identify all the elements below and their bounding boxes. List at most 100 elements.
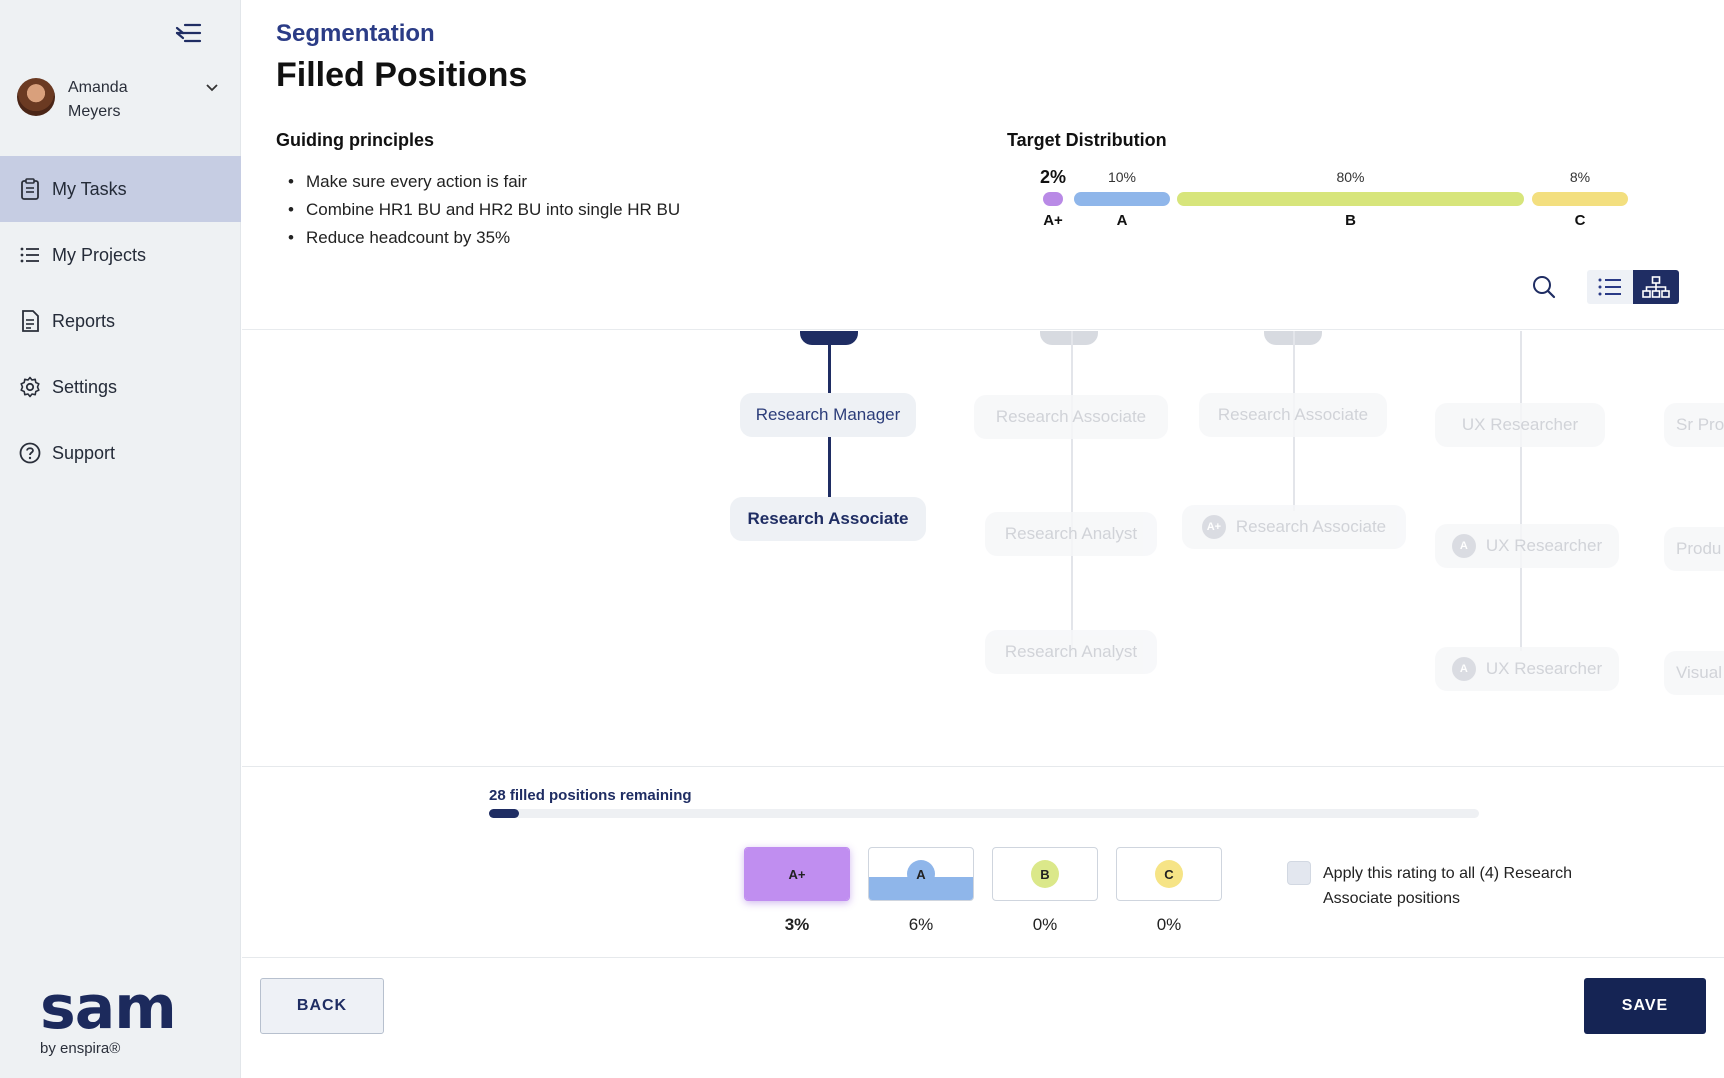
rating-badge: C xyxy=(1155,860,1183,888)
rating-button-a[interactable]: A xyxy=(868,847,974,901)
brand-wordmark: sam xyxy=(40,973,177,1043)
user-name: Amanda Meyers xyxy=(68,79,128,120)
rating-percentage: 3% xyxy=(784,915,810,934)
apply-to-all-label: Apply this rating to all (4) Research As… xyxy=(1323,865,1572,907)
org-node-research-analyst[interactable]: Research Analyst xyxy=(985,512,1157,556)
sidebar-nav: My Tasks My Projects Reports Settings Su… xyxy=(0,156,241,486)
user-menu[interactable]: Amanda Meyers xyxy=(17,76,227,126)
chevron-down-icon[interactable] xyxy=(205,80,219,94)
remaining-count: 28 filled positions remaining xyxy=(489,787,692,804)
brand-logo: sam by enspira® xyxy=(40,973,177,1057)
sidebar-item-label: Settings xyxy=(52,376,118,397)
collapse-sidebar-icon[interactable] xyxy=(174,20,204,46)
sidebar-item-my-projects[interactable]: My Projects xyxy=(0,222,241,288)
footer-actions: BACK SAVE xyxy=(242,959,1724,1078)
distribution-segment-a-plus: 2% A+ xyxy=(1040,168,1066,230)
breadcrumb[interactable]: Segmentation xyxy=(276,20,435,47)
rating-chip: A xyxy=(1451,534,1476,558)
connector-line xyxy=(828,331,831,393)
rating-fill xyxy=(869,876,973,900)
distribution-bar-fill xyxy=(1532,192,1628,206)
org-chart-view-icon[interactable] xyxy=(1633,270,1679,304)
org-node-ux-researcher[interactable]: UX Researcher xyxy=(1435,403,1605,447)
document-icon xyxy=(18,309,42,333)
connector-line xyxy=(828,437,831,497)
checkbox[interactable] xyxy=(1287,861,1311,885)
list-icon xyxy=(18,243,42,267)
save-button[interactable]: SAVE xyxy=(1584,978,1706,1034)
list-item: Make sure every action is fair xyxy=(288,168,680,196)
rating-percentage: 0% xyxy=(1032,915,1058,934)
page-header: Segmentation Filled Positions Guiding pr… xyxy=(242,0,1724,330)
target-distribution-bar: 2% A+ 10% A 80% B 8% C xyxy=(1007,168,1707,230)
distribution-label: C xyxy=(1574,212,1586,229)
org-node-research-associate-selected[interactable]: Research Associate xyxy=(730,497,926,541)
distribution-bar-fill xyxy=(1074,192,1170,206)
org-chart: Research Manager Research Associate Rese… xyxy=(242,331,1724,765)
node-label: UX Researcher xyxy=(1485,536,1603,555)
org-node-research-analyst[interactable]: Research Analyst xyxy=(985,630,1157,674)
distribution-pct: 80% xyxy=(1336,169,1365,185)
view-toolbar xyxy=(1521,270,1679,304)
org-node-visual[interactable]: Visual xyxy=(1664,651,1724,695)
sidebar-item-label: Reports xyxy=(52,310,116,331)
org-node-sr-pro[interactable]: Sr Pro xyxy=(1664,403,1724,447)
rating-badge: A+ xyxy=(788,866,806,882)
page-title: Filled Positions xyxy=(276,56,528,94)
gear-icon xyxy=(18,375,42,399)
rating-button-b[interactable]: B xyxy=(992,847,1098,901)
sidebar-item-support[interactable]: Support xyxy=(0,420,241,486)
progress-fill xyxy=(489,809,519,818)
rating-chip: A xyxy=(1451,657,1476,681)
distribution-label: A+ xyxy=(1043,212,1063,229)
rating-badge: A xyxy=(907,860,935,888)
distribution-label: A xyxy=(1116,212,1128,229)
org-node-research-associate[interactable]: Research Associate xyxy=(974,395,1168,439)
org-node-research-associate-rated[interactable]: A+ Research Associate xyxy=(1182,505,1406,549)
search-icon[interactable] xyxy=(1521,270,1567,304)
sidebar-item-label: Support xyxy=(52,442,116,463)
rating-fill xyxy=(745,848,849,900)
distribution-pct: 2% xyxy=(1039,167,1066,187)
sidebar-item-label: My Projects xyxy=(52,244,147,265)
rating-button-c[interactable]: C xyxy=(1116,847,1222,901)
distribution-segment-b: 80% B xyxy=(1177,168,1524,230)
guiding-principles-heading: Guiding principles xyxy=(276,130,435,150)
sidebar-item-settings[interactable]: Settings xyxy=(0,354,241,420)
distribution-segment-a: 10% A xyxy=(1074,168,1170,230)
org-node-ux-researcher-rated[interactable]: A UX Researcher xyxy=(1435,524,1619,568)
remaining-progress-bar xyxy=(489,809,1479,818)
sidebar: Amanda Meyers My Tasks My Projects Repor… xyxy=(0,0,241,1078)
distribution-label: B xyxy=(1345,212,1356,229)
rating-panel: 28 filled positions remaining A+ 3% A 6%… xyxy=(242,766,1724,958)
org-node-product[interactable]: Produ xyxy=(1664,527,1724,571)
rating-chip: A+ xyxy=(1201,515,1226,539)
clipboard-icon xyxy=(18,177,42,201)
org-node-ux-researcher-rated[interactable]: A UX Researcher xyxy=(1435,647,1619,691)
distribution-segment-c: 8% C xyxy=(1532,168,1628,230)
help-icon xyxy=(18,441,42,465)
back-button[interactable]: BACK xyxy=(260,978,384,1034)
avatar xyxy=(17,78,55,116)
node-label: UX Researcher xyxy=(1485,659,1603,678)
rating-percentage: 0% xyxy=(1156,915,1182,934)
list-view-icon[interactable] xyxy=(1587,270,1633,304)
list-item: Combine HR1 BU and HR2 BU into single HR… xyxy=(288,196,680,224)
sidebar-item-my-tasks[interactable]: My Tasks xyxy=(0,156,241,222)
list-item: Reduce headcount by 35% xyxy=(288,224,680,252)
brand-byline: by enspira® xyxy=(40,1040,121,1057)
distribution-pct: 10% xyxy=(1107,169,1137,185)
distribution-bar-fill xyxy=(1043,192,1063,206)
sidebar-item-reports[interactable]: Reports xyxy=(0,288,241,354)
org-node-research-manager[interactable]: Research Manager xyxy=(740,393,916,437)
org-node-research-associate[interactable]: Research Associate xyxy=(1199,393,1387,437)
guiding-principles-list: Make sure every action is fair Combine H… xyxy=(288,168,680,252)
distribution-bar-fill xyxy=(1177,192,1524,206)
parent-node-cap[interactable] xyxy=(1040,331,1098,345)
node-label: Research Associate xyxy=(1235,517,1387,536)
connector-line xyxy=(1071,331,1073,651)
rating-button-a-plus[interactable]: A+ xyxy=(744,847,850,901)
target-distribution-heading: Target Distribution xyxy=(1007,130,1167,150)
rating-badge: B xyxy=(1031,860,1059,888)
distribution-pct: 8% xyxy=(1569,169,1591,185)
